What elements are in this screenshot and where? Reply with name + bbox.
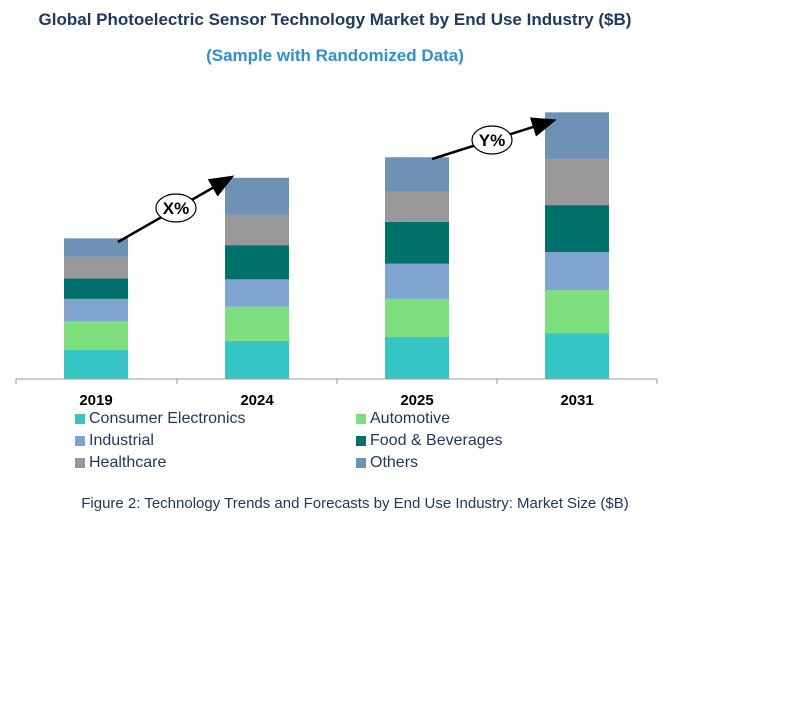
x-axis: 2019 2024 2025 2031 (15, 378, 658, 409)
bar-2031-industrial (545, 252, 609, 291)
legend-item: Industrial (75, 432, 154, 450)
legend-label: Consumer Electronics (89, 410, 246, 427)
bar-2025-others (385, 157, 449, 192)
figure-caption: Figure 2: Technology Trends and Forecast… (81, 495, 629, 512)
growth-label-bubble (471, 125, 513, 155)
legend-swatch (356, 458, 366, 468)
bar-2031-consumer-electronics (545, 333, 609, 379)
bar-2025-industrial (385, 263, 449, 299)
bar-2019-consumer-electronics (64, 349, 128, 379)
legend-item: Automotive (356, 410, 450, 428)
bar-2031-others (545, 112, 609, 160)
legend-swatch (356, 414, 366, 424)
x-tick-label: 2031 (560, 392, 593, 409)
legend-item: Healthcare (75, 454, 166, 472)
legend-swatch (75, 458, 85, 468)
bar-2031-food-beverages (545, 205, 609, 252)
bar-2031-healthcare (545, 159, 609, 206)
growth-annotations: X% Y% (117, 117, 557, 244)
bar-2019-healthcare (64, 256, 128, 279)
legend-label: Healthcare (89, 454, 167, 471)
bar-2024-industrial (225, 279, 289, 307)
x-tick-label: 2019 (79, 392, 112, 409)
bar-2024-healthcare (225, 214, 289, 246)
x-tick-label: 2024 (240, 392, 274, 409)
bar-2024-others (225, 177, 289, 215)
growth-label-text: X% (163, 199, 189, 218)
chart-title: Global Photoelectric Sensor Technology M… (38, 10, 632, 29)
bar-2025-consumer-electronics (385, 336, 449, 379)
bar-2024-food-beverages (225, 245, 289, 280)
x-tick-label: 2025 (400, 392, 433, 409)
legend-label: Others (370, 454, 419, 471)
legend-item: Others (356, 454, 418, 472)
bar-2019-food-beverages (64, 278, 128, 299)
bar-2025-food-beverages (385, 221, 449, 264)
stacked-bar-chart: 2019 2024 2025 2031 X% Y% (15, 112, 658, 409)
growth-label-text: Y% (479, 131, 505, 150)
bars-layer (64, 112, 609, 379)
legend-item: Consumer Electronics (75, 410, 246, 428)
legend-label: Automotive (370, 410, 451, 427)
bar-2019-automotive (64, 321, 128, 350)
bar-2024-consumer-electronics (225, 340, 289, 379)
legend-item: Food & Beverages (356, 432, 503, 450)
growth-label-bubble (155, 193, 197, 223)
legend-label: Food & Beverages (370, 432, 503, 449)
legend-swatch (356, 436, 366, 446)
bar-2024-automotive (225, 306, 289, 341)
chart-subtitle: (Sample with Randomized Data) (206, 46, 464, 65)
bar-2025-automotive (385, 298, 449, 337)
bar-2031-automotive (545, 290, 609, 334)
legend-swatch (75, 414, 85, 424)
legend-swatch (75, 436, 85, 446)
bar-2019-industrial (64, 298, 128, 322)
bar-2025-healthcare (385, 191, 449, 222)
legend-label: Industrial (89, 432, 154, 449)
bar-2019-others (64, 238, 128, 257)
